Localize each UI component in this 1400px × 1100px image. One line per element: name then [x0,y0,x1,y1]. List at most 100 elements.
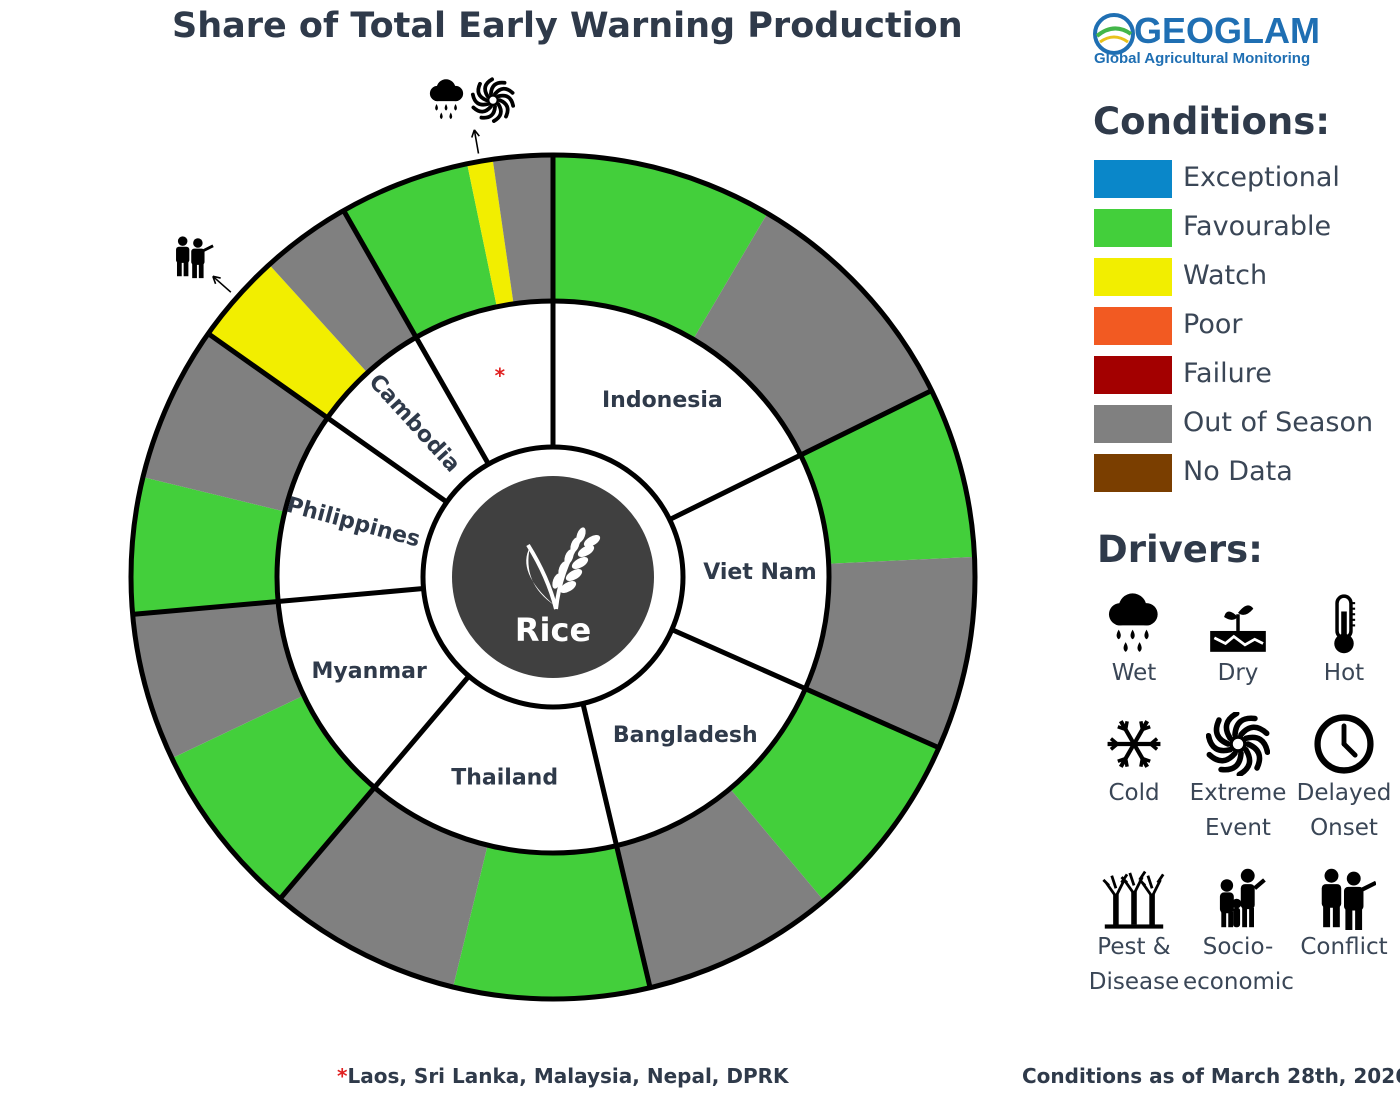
driver-label: economic [1183,969,1294,995]
outer-segment-indonesia-favourable [553,155,768,340]
extreme-event-icon [1206,712,1270,776]
geoglam-logo: GEOGLAM Global Agricultural Monitoring [1092,10,1322,70]
country-boundary [206,331,449,505]
driver-extreme-event: Extreme Event [1183,712,1293,846]
driver-label: Hot [1323,660,1365,686]
driver-wet: Wet [1079,592,1189,691]
outer-segment-cambodia-watch [208,264,368,418]
country-boundary [132,586,424,617]
outer-segment-other-favourable [343,163,497,338]
driver-label: Extreme [1189,780,1287,806]
country-boundary [668,388,933,522]
conflict-icon [1321,868,1376,930]
driver-label: Disease [1088,969,1180,995]
chart-title: Share of Total Early Warning Production [172,6,963,46]
outer-segment-myanmar-out-of-season [132,601,304,759]
outer-segment-myanmar-favourable [171,695,375,899]
country-boundary [670,627,940,751]
driver-hot: Hot [1289,592,1399,691]
footnote-marker: * [337,1064,348,1088]
legend-label: Poor [1183,309,1243,340]
driver-arrow-head [212,275,221,285]
legend-swatch [1094,209,1172,247]
driver-conflict: Conflict [1289,866,1399,965]
driver-cold: Cold [1079,712,1189,811]
pest-disease-icon [1102,870,1165,929]
outer-segment-cambodia-out-of-season [269,210,417,373]
hot-icon [1334,594,1356,654]
legend-label: Failure [1183,358,1272,389]
legend-label: Out of Season [1183,407,1374,438]
outer-segment-indonesia-out-of-season [693,213,932,456]
driver-socio-economic: Socio-economic [1183,866,1294,1000]
country-boundary [580,702,653,989]
driver-pest-disease: Pest & Disease [1079,866,1189,1000]
driver-label: Wet [1111,660,1157,686]
inner-segment-indonesia [553,301,801,520]
country-boundary [278,674,471,901]
chart-driver-conflict-icon [176,236,214,279]
chart-driver-wet-icon [429,79,464,120]
inner-segment-bangladesh [582,629,806,846]
outer-segment-bangladesh-favourable [730,688,939,901]
legend-label: Watch [1183,260,1268,291]
geoglam-globe-icon [1093,13,1135,55]
country-label-myanmar: Myanmar [312,659,428,684]
footnote: *Laos, Sri Lanka, Malaysia, Nepal, DPRK [337,1064,789,1088]
outer-segment-thailand-favourable [453,845,651,1000]
rice-plant-icon [526,527,601,610]
cold-icon [1107,720,1161,768]
inner-segment-thailand [374,676,617,854]
driver-delayed-onset: Delayed Onset [1289,712,1399,846]
outer-segment-other-out-of-season [492,155,553,304]
legend-swatch [1094,405,1172,443]
legend-label: No Data [1183,456,1293,487]
legend-swatch [1094,307,1172,345]
legend-swatch [1094,454,1172,492]
country-boundary [341,209,491,466]
logo-wordmark: GEOGLAM [1134,10,1320,51]
delayed-onset-icon [1314,714,1374,774]
conditions-heading: Conditions: [1093,100,1331,143]
country-label-other: * [495,363,506,387]
driver-label: Cold [1108,780,1160,806]
outer-segment-viet-nam-out-of-season [805,556,975,748]
conditions-date: Conditions as of March 28th, 2026 [1022,1064,1400,1088]
footnote-text: Laos, Sri Lanka, Malaysia, Nepal, DPRK [347,1064,789,1088]
dry-icon [1210,605,1266,652]
driver-label: Event [1205,815,1271,841]
driver-label: Onset [1310,815,1378,841]
rice-donut-chart: Indonesia Viet Nam Bangladesh Thailand Myanm… [128,77,978,1002]
country-label-bangladesh: Bangladesh [613,723,758,748]
legend-swatch [1094,160,1172,198]
legend-swatch [1094,356,1172,394]
driver-arrow [473,129,480,154]
outer-segment-other-watch [467,159,514,307]
inner-segment-philippines [277,417,447,602]
chart-driver-extreme-event-icon [470,77,516,123]
inner-segment-cambodia [327,337,489,503]
wet-icon [1108,593,1158,652]
inner-segment-viet-nam [669,455,829,689]
inner-segment-myanmar [278,588,469,788]
legend-swatch [1094,258,1172,296]
logo-subtitle: Global Agricultural Monitoring [1094,50,1311,67]
country-label-thailand: Thailand [451,765,558,790]
center-label: Rice [515,611,591,649]
legend-label: Favourable [1183,211,1332,242]
driver-label: Socio- [1202,934,1274,960]
drivers-heading: Drivers: [1097,528,1263,571]
driver-label: Delayed [1296,780,1392,806]
outer-segment-philippines-out-of-season [142,333,328,512]
country-label-viet-nam: Viet Nam [703,560,816,585]
outer-segment-bangladesh-out-of-season [616,788,824,988]
socio-economic-icon [1219,868,1266,928]
inner-segment-other [416,301,553,465]
outer-segment-philippines-favourable [131,477,285,615]
driver-arrow [212,275,232,293]
center-hub [452,476,654,678]
outer-segment-thailand-out-of-season [280,787,488,988]
driver-dry: Dry [1183,592,1293,691]
driver-label: Pest & [1097,934,1171,960]
driver-label: Dry [1217,660,1259,686]
